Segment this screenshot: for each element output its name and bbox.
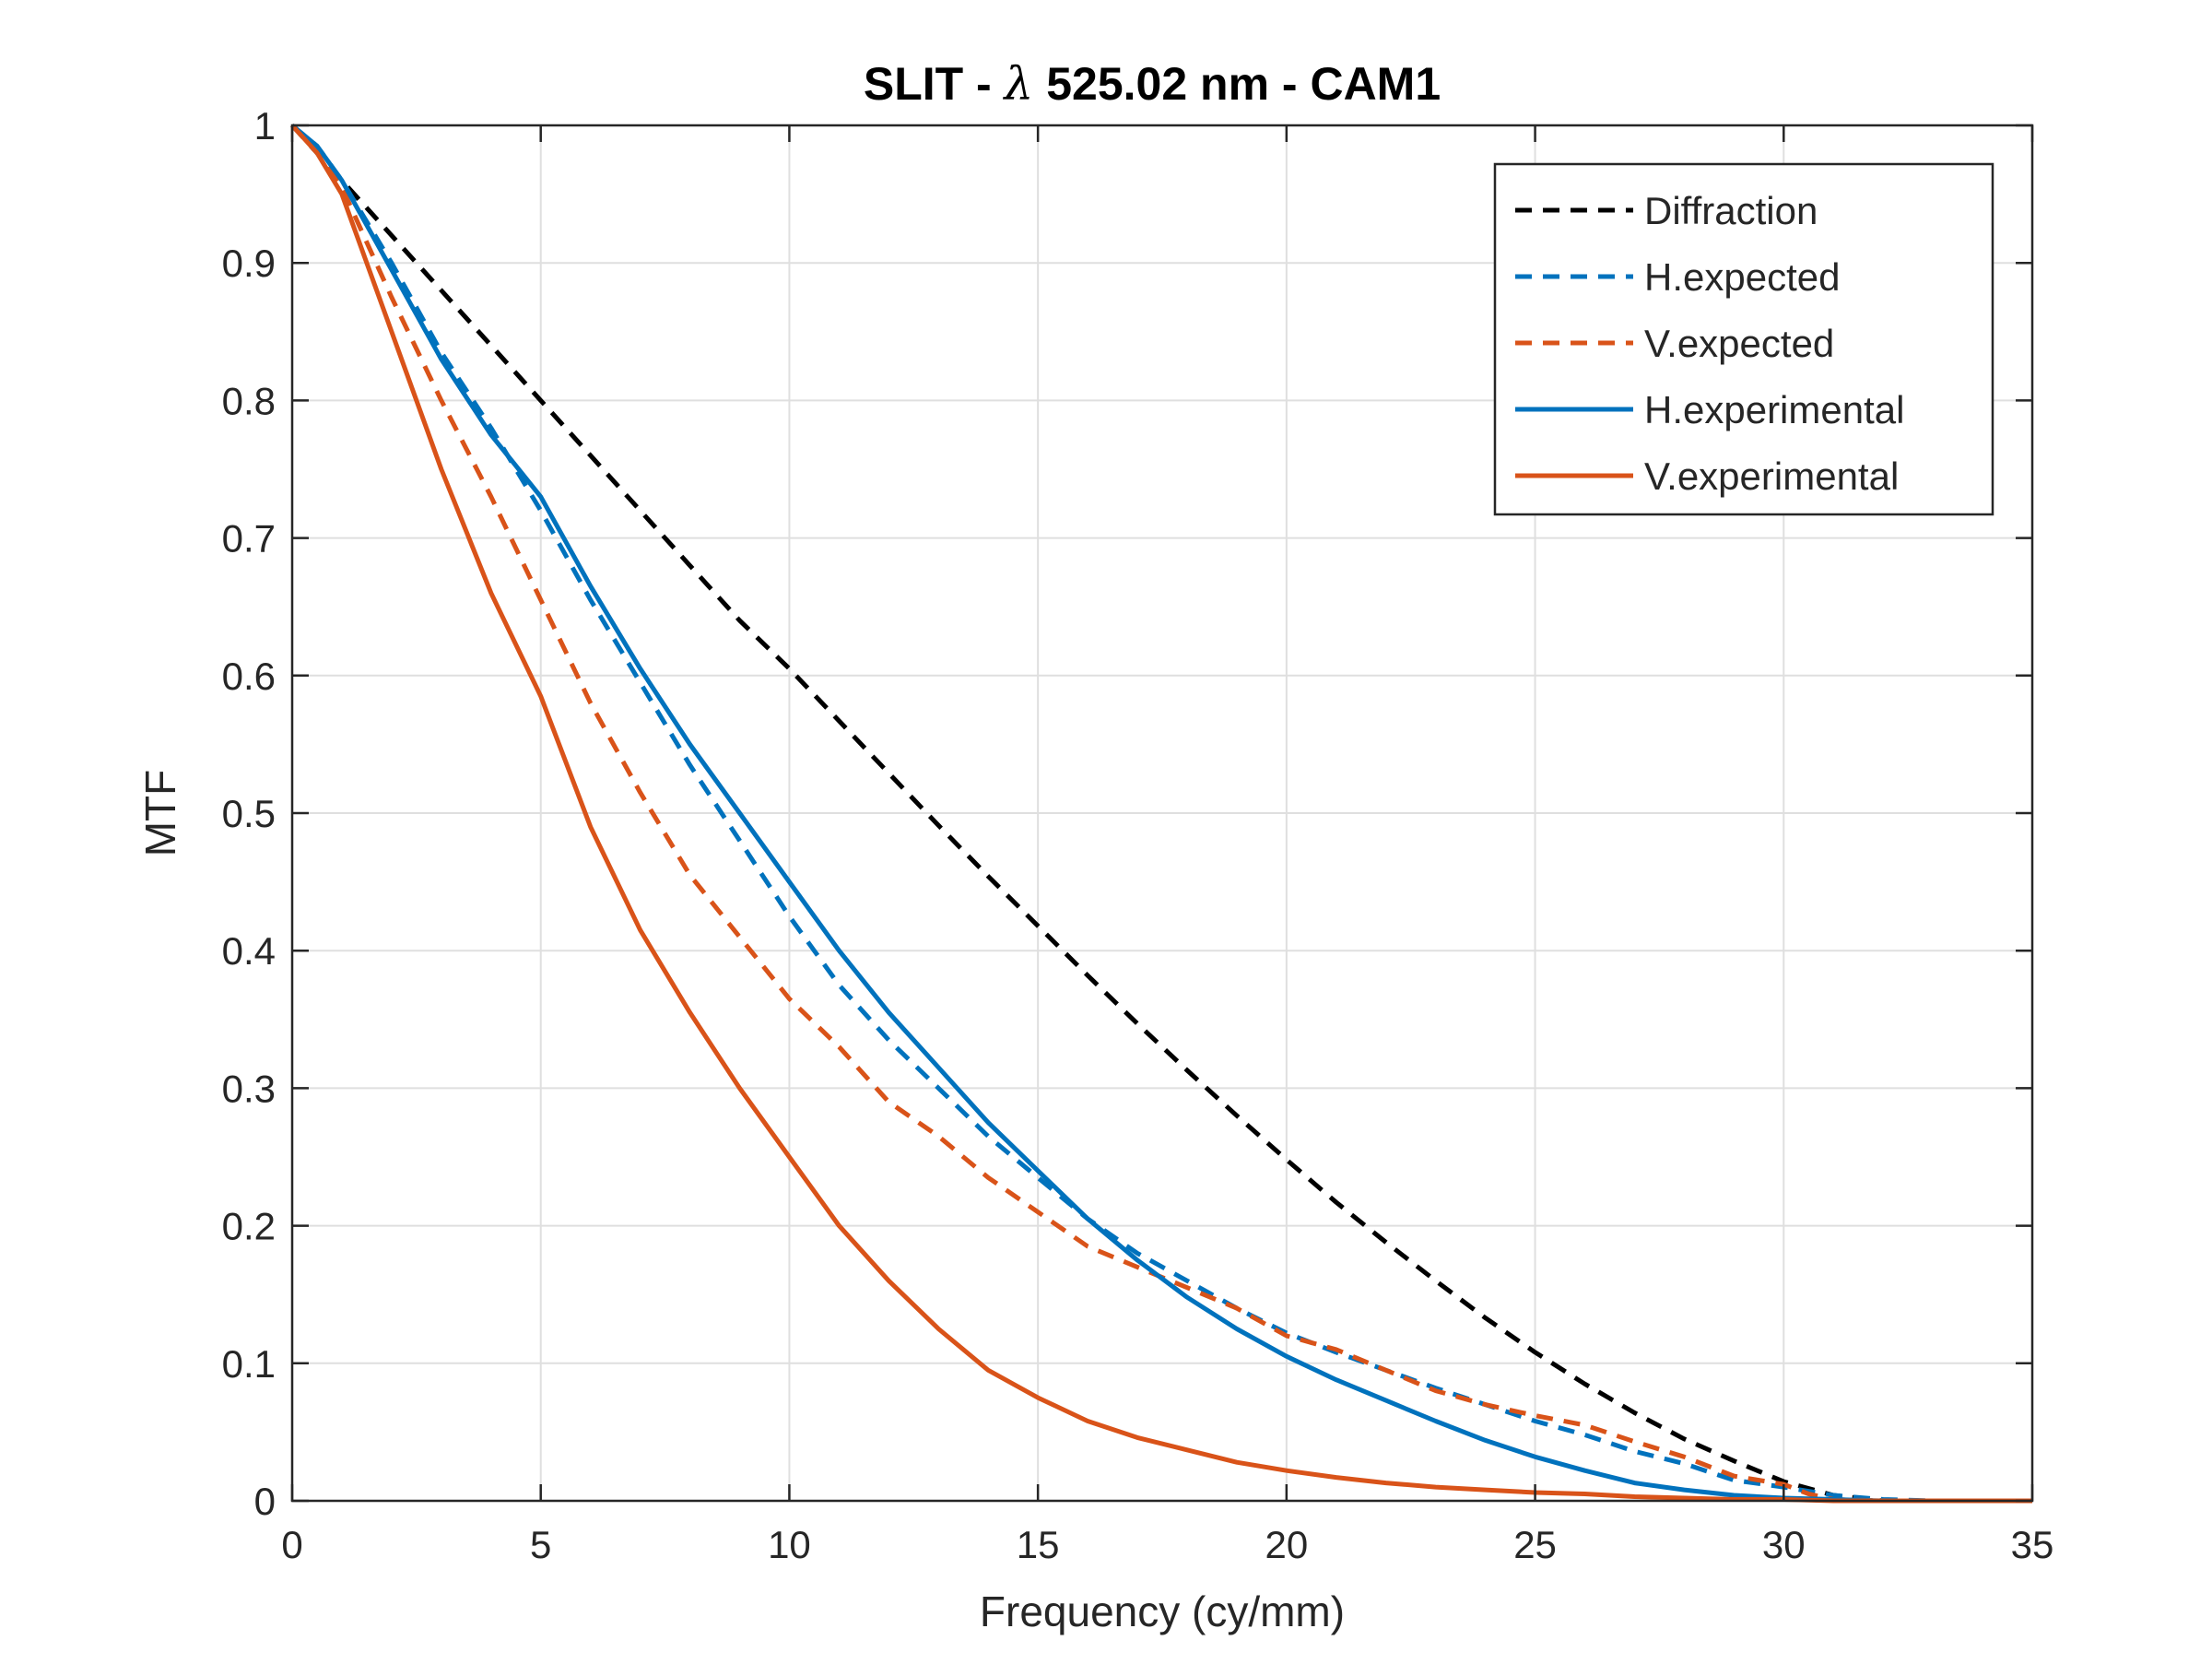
y-tick-label: 0.7	[222, 517, 276, 561]
series-line-3	[290, 124, 2032, 1504]
y-axis-title: MTF	[136, 770, 184, 857]
chart-title: SLIT - λ 525.02 nm - CAM1	[864, 57, 1441, 111]
series-lines	[290, 124, 2032, 1504]
axis-ticks: 0 5 10 15 20 25 30 35 0 0.1 0.2 0.3 0.4 0.5 0.6 0.7 0.8 0…	[222, 104, 2054, 1566]
y-tick-label: 0.4	[222, 929, 276, 973]
y-tick-label: 0	[254, 1480, 276, 1523]
chart-title-prefix: SLIT -	[864, 58, 1005, 110]
chart-title-lambda: λ	[1003, 57, 1034, 111]
legend-box	[1493, 162, 1994, 516]
x-tick-label: 15	[1017, 1523, 1060, 1566]
y-tick-label: 0.6	[222, 655, 276, 698]
y-tick-label: 0.2	[222, 1205, 276, 1248]
y-tick-label: 0.1	[222, 1342, 276, 1386]
x-tick-label: 20	[1265, 1523, 1308, 1566]
x-tick-label: 30	[1762, 1523, 1806, 1566]
y-tick-label: 0.3	[222, 1067, 276, 1110]
y-tick-label: 1	[254, 104, 276, 148]
x-tick-label: 0	[281, 1523, 302, 1566]
legend-label-3: H.experimental	[1644, 388, 1904, 431]
legend-entries: Diffraction H.expected V.expected H.experim…	[1515, 189, 1904, 498]
y-tick-label: 0.9	[222, 242, 276, 285]
series-line-4	[290, 124, 2032, 1504]
x-tick-label: 10	[768, 1523, 811, 1566]
y-tick-label: 0.8	[222, 379, 276, 422]
x-tick-label: 5	[530, 1523, 551, 1566]
y-tick-label: 0.5	[222, 792, 276, 835]
legend-label-2: V.expected	[1644, 322, 1834, 365]
legend-label-0: Diffraction	[1644, 189, 1818, 232]
series-line-1	[290, 124, 2032, 1504]
legend-label-1: H.expected	[1644, 255, 1840, 299]
x-tick-label: 25	[1513, 1523, 1557, 1566]
x-axis-title: Frequency (cy/mm)	[980, 1587, 1345, 1635]
x-tick-label: 35	[2011, 1523, 2054, 1566]
chart-title-suffix: 525.02 nm - CAM1	[1033, 58, 1441, 110]
legend-label-4: V.experimental	[1644, 454, 1899, 498]
legend: Diffraction H.expected V.expected H.experim…	[1493, 162, 1994, 516]
